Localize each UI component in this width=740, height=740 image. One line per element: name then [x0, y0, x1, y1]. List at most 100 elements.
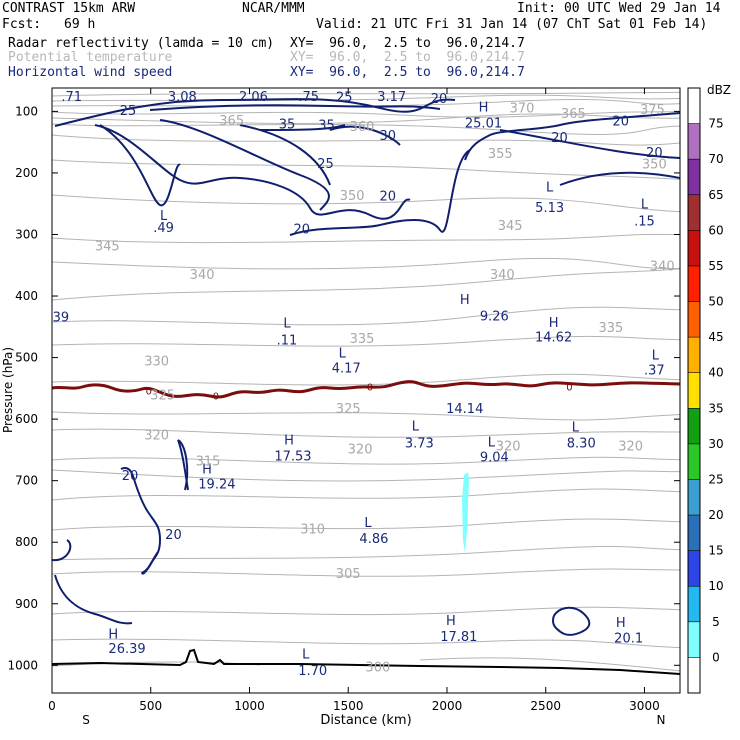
- wind-contour-label: .71: [61, 90, 82, 105]
- freezing-level-line: [52, 380, 680, 399]
- wind-contour-label: 20: [294, 222, 311, 237]
- colorbar-swatch: [688, 301, 700, 338]
- theta-contour-label: 335: [598, 321, 623, 336]
- wind-contour-label: L: [652, 348, 660, 363]
- wind-contour-label: 1.70: [298, 664, 327, 679]
- x-tick-label: 3000: [629, 699, 660, 713]
- theta-contour-label: 320: [618, 440, 643, 455]
- colorbar-level-label: 20: [708, 508, 723, 522]
- wind-contour-label: L: [364, 516, 372, 531]
- theta-contour-label: 355: [488, 147, 513, 162]
- wind-contour-label: 14.14: [446, 402, 483, 417]
- wind-contour-label: 20.1: [614, 632, 643, 647]
- wind-contour-label: L: [283, 316, 291, 331]
- wind-contour-label: 20: [379, 190, 396, 205]
- colorbar-swatch: [688, 586, 700, 622]
- colorbar-level-label: 40: [708, 366, 723, 380]
- wind-contour-label: 20: [612, 115, 629, 130]
- wind-contour-label: L: [572, 421, 580, 436]
- wind-contour-label: 20: [646, 146, 663, 161]
- theta-contour-label: 350: [340, 189, 365, 204]
- theta-contours: [52, 91, 680, 672]
- colorbar-swatch: [688, 194, 700, 231]
- theta-contour-label: 330: [144, 355, 169, 370]
- wind-contour-label: 3.17: [377, 90, 406, 105]
- wind-contours: [52, 98, 680, 636]
- colorbar-swatch: [688, 337, 700, 373]
- y-tick-label: 600: [15, 412, 38, 426]
- colorbar-level-label: 5: [712, 615, 720, 629]
- y-tick-label: 300: [15, 227, 38, 241]
- y-tick-label: 800: [15, 535, 38, 549]
- surface-terrain-line: [52, 648, 680, 675]
- x-axis-label: Distance (km): [320, 713, 411, 728]
- wind-contour-label: 30: [379, 129, 396, 144]
- colorbar-level-label: 30: [708, 437, 723, 451]
- wind-contour-label: H: [108, 627, 118, 642]
- x-tick-label: 1500: [333, 699, 364, 713]
- wind-contour-label: 25: [336, 91, 353, 106]
- colorbar-level-label: 25: [708, 472, 723, 486]
- theta-contour-label: 365: [561, 107, 586, 122]
- theta-contour-label: 320: [144, 429, 169, 444]
- wind-contour-label: 19.24: [198, 478, 235, 493]
- init-time: Init: 00 UTC Wed 29 Jan 14: [517, 1, 721, 16]
- colorbar-swatch: [688, 408, 700, 444]
- wind-contour-label: 8.30: [567, 437, 596, 452]
- x-tick-label: 500: [139, 699, 162, 713]
- wind-contour-label: 26.39: [108, 642, 145, 657]
- theta-contour-label: 300: [365, 661, 390, 676]
- wind-contour-label: L: [412, 419, 420, 434]
- theta-contour-label: 340: [190, 268, 215, 283]
- colorbar-swatch: [688, 550, 700, 587]
- valid-time: Valid: 21 UTC Fri 31 Jan 14 (07 ChT Sat …: [316, 17, 708, 32]
- wind-contour-label: .49: [153, 221, 174, 236]
- colorbar-level-label: 65: [708, 188, 723, 202]
- wind-contour-label: L: [546, 180, 554, 195]
- y-tick-label: 1000: [7, 658, 38, 672]
- model-title: CONTRAST 15km ARW: [2, 1, 136, 16]
- wind-contour-label: L: [339, 347, 347, 362]
- wind-contour-label: 14.62: [535, 331, 572, 346]
- wind-contour-label: L: [641, 198, 649, 213]
- freezing-level-label: 0: [213, 392, 219, 403]
- x-axis-end-north: N: [657, 713, 666, 727]
- wind-contour-label: 3.08: [168, 90, 197, 105]
- wind-contour-label: 5.13: [535, 201, 564, 216]
- colorbar-unit: dBZ: [707, 83, 731, 97]
- wind-contour-label: 39: [53, 310, 70, 325]
- wind-contour-label: 4.86: [359, 532, 388, 547]
- colorbar-level-label: 45: [708, 330, 723, 344]
- wind-contour-label: 17.53: [274, 449, 311, 464]
- theta-contour-label: 305: [336, 567, 361, 582]
- wind-contour-label: L: [302, 648, 310, 663]
- theta-contour-label: 335: [350, 332, 375, 347]
- colorbar-level-label: 55: [708, 259, 723, 273]
- wind-contour-label: 35: [318, 118, 335, 133]
- wind-contour-label: H: [446, 614, 456, 629]
- freezing-level-label: 0: [367, 382, 373, 393]
- plot-area-fields: [52, 91, 680, 675]
- x-tick-label: 2500: [530, 699, 561, 713]
- wind-contour-label: H: [549, 316, 559, 331]
- wind-contour-label: H: [460, 293, 470, 308]
- field-name-reflectivity: Radar reflectivity (lamda = 10 cm): [8, 36, 275, 51]
- field-xy-theta: XY= 96.0, 2.5 to 96.0,214.7: [290, 50, 525, 65]
- plot-frame: [51, 87, 681, 694]
- wind-contour-label: 20: [122, 469, 139, 484]
- wind-contour-label: 2.06: [239, 90, 268, 105]
- wind-contour-label: 17.81: [440, 630, 477, 645]
- x-tick-label: 2000: [432, 699, 463, 713]
- wind-contour-label: L: [488, 435, 496, 450]
- theta-contour-label: 325: [150, 389, 175, 404]
- colorbar-swatch: [688, 159, 700, 195]
- x-axis-ticks: 0 500 1000 1500 2000 2500 3000: [48, 88, 660, 713]
- wind-contour-label: 9.04: [480, 451, 509, 466]
- theta-contour-label: 360: [350, 120, 375, 135]
- theta-contour-label: 310: [300, 523, 325, 538]
- colorbar-level-label: 0: [712, 650, 720, 664]
- wind-contour-label: 35: [279, 118, 296, 133]
- colorbar-level-label: 60: [708, 223, 723, 237]
